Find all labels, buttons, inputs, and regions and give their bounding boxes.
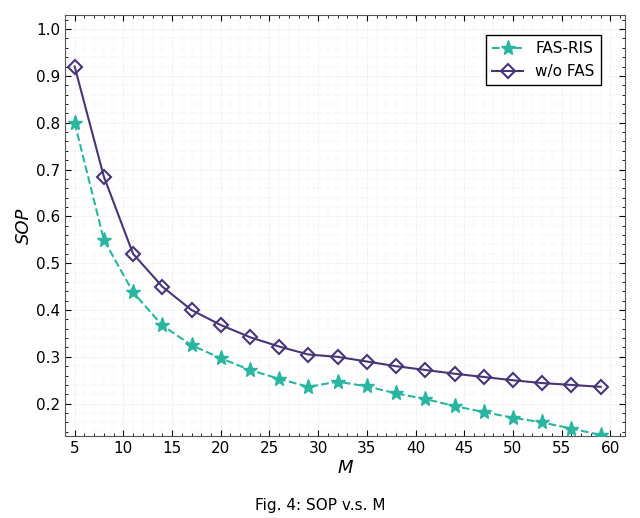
FAS-RIS (538, 419, 546, 425)
FAS-RIS (509, 414, 517, 421)
FAS-RIS (422, 396, 429, 402)
w/o FAS (392, 363, 400, 369)
w/o FAS (71, 63, 79, 69)
FAS-RIS (71, 120, 79, 126)
Line: w/o FAS: w/o FAS (70, 62, 605, 392)
w/o FAS (100, 174, 108, 180)
X-axis label: M: M (337, 459, 353, 477)
FAS-RIS (100, 237, 108, 243)
w/o FAS (217, 322, 225, 328)
FAS-RIS (334, 379, 342, 385)
FAS-RIS (392, 390, 400, 396)
FAS-RIS (568, 425, 575, 431)
FAS-RIS (480, 409, 488, 415)
w/o FAS (538, 380, 546, 386)
w/o FAS (363, 358, 371, 365)
w/o FAS (246, 334, 254, 340)
FAS-RIS (246, 367, 254, 373)
w/o FAS (129, 251, 137, 257)
FAS-RIS (129, 289, 137, 295)
w/o FAS (188, 307, 195, 313)
w/o FAS (568, 382, 575, 388)
w/o FAS (305, 351, 312, 357)
w/o FAS (275, 343, 283, 350)
w/o FAS (480, 374, 488, 380)
w/o FAS (422, 367, 429, 373)
w/o FAS (597, 384, 605, 390)
FAS-RIS (363, 383, 371, 390)
Line: FAS-RIS: FAS-RIS (67, 115, 608, 443)
FAS-RIS (451, 403, 458, 409)
FAS-RIS (217, 355, 225, 362)
Y-axis label: SOP: SOP (15, 208, 33, 244)
Legend: FAS-RIS, w/o FAS: FAS-RIS, w/o FAS (486, 35, 600, 85)
FAS-RIS (305, 384, 312, 390)
w/o FAS (159, 283, 166, 290)
w/o FAS (509, 377, 517, 383)
FAS-RIS (188, 342, 195, 348)
FAS-RIS (275, 376, 283, 382)
FAS-RIS (597, 432, 605, 438)
FAS-RIS (159, 322, 166, 328)
w/o FAS (334, 354, 342, 360)
Text: Fig. 4: SOP v.s. M: Fig. 4: SOP v.s. M (255, 498, 385, 513)
w/o FAS (451, 370, 458, 377)
